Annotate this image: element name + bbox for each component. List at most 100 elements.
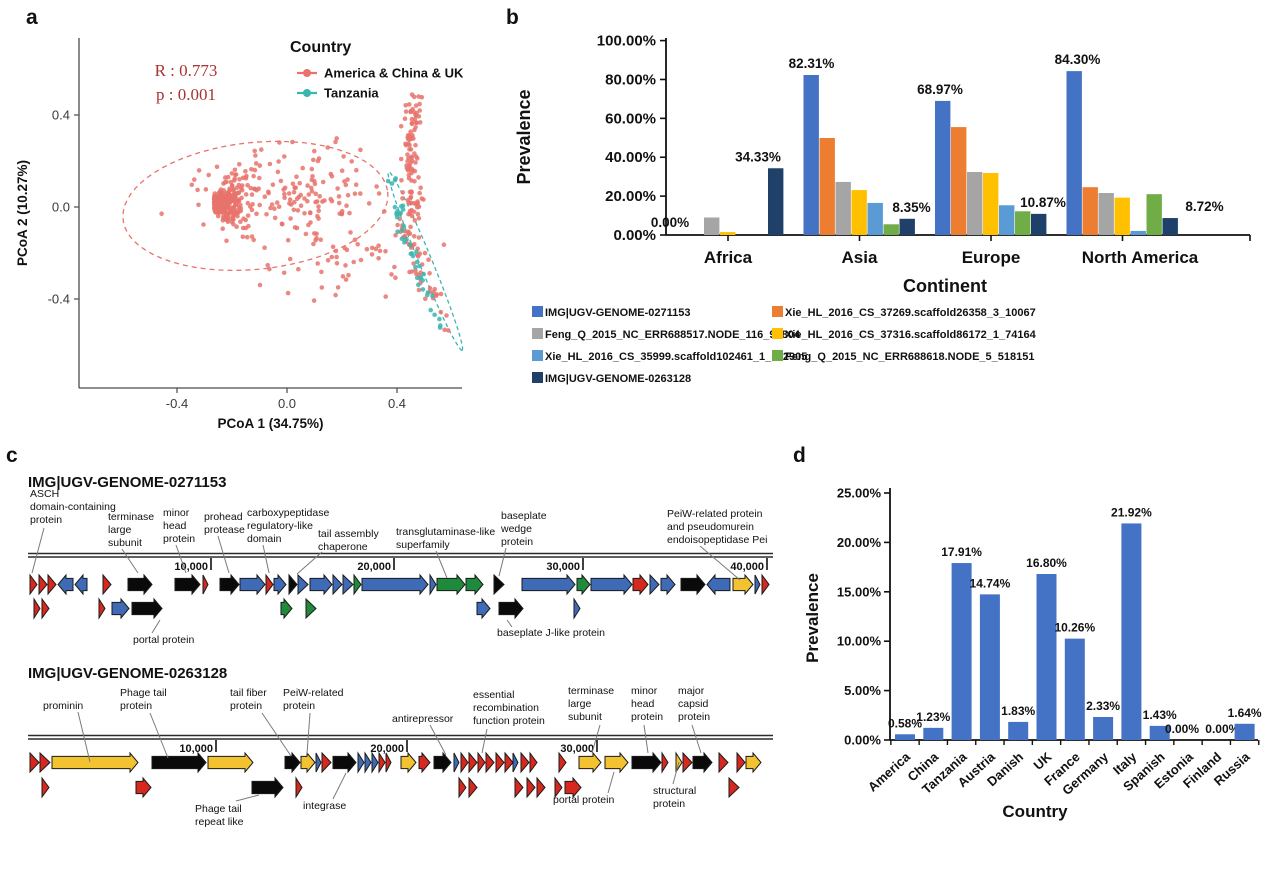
data-point [411,261,416,266]
data-point [318,237,324,242]
gene-arrow [361,573,429,596]
bar-series [720,172,1130,235]
gene-label: chaperone [318,541,368,553]
data-point [409,154,415,160]
data-point [296,266,301,272]
label-pointer-line [481,728,488,754]
y-tick-label: 0.0 [52,200,70,215]
gene-arrow [295,776,303,799]
gene-arrow [371,751,379,774]
gene-label: protein [163,533,195,545]
gene-label: protein [30,514,62,526]
data-point [383,294,389,299]
value-label: 84.30% [1055,52,1101,67]
data-point [257,163,263,168]
data-point [426,257,431,263]
genome-track: IMG|UGV-GENOME-0263128 10,000 20,000 30,000… [28,665,773,828]
gene-label: large [108,524,132,536]
label-pointer-line [217,535,230,574]
category-label: Asia [842,248,878,267]
data-point [416,114,422,119]
gene-label: PeiW-related [283,687,344,699]
gene-label: structural [653,785,696,797]
bar [895,734,915,740]
data-point [340,274,346,279]
gene-label: protein [501,536,533,548]
data-point [418,185,424,191]
gene-arrow [736,751,746,774]
gene-arrow [536,776,546,799]
data-point [223,214,228,219]
gene-arrow [453,752,460,773]
gene-arrow [493,573,505,596]
data-point [236,209,241,215]
data-point [413,268,418,273]
data-point [401,223,407,229]
gene-arrow [357,751,365,774]
data-point [312,148,317,154]
data-point [211,197,217,202]
gene-label: repeat like [195,816,244,828]
data-point [287,256,293,262]
gene-label: major [678,685,705,697]
scale-tick-label: 20,000 [370,743,404,755]
data-point [392,204,398,210]
data-point [240,234,246,240]
data-point [405,168,411,173]
label-pointer-line [691,724,702,754]
data-point [400,190,406,195]
gene-label: tail assembly [318,528,379,540]
gene-arrow [400,751,417,774]
bar [768,168,784,235]
gene-arrow [342,573,354,596]
data-point [244,234,250,240]
gene-arrow [520,751,530,774]
data-point [227,186,232,192]
data-point [393,275,398,281]
value-label: 21.92% [1111,505,1152,519]
gene-arrow [761,573,770,596]
data-point [325,145,331,150]
data-point [406,141,411,147]
data-point [408,134,414,140]
data-point [393,176,399,181]
data-point [413,264,418,270]
data-point [288,216,293,221]
data-point [311,157,316,163]
gene-arrow [476,597,491,620]
category-label: Africa [704,248,753,267]
bar [1146,194,1162,235]
gene-label: regulatory-like [247,520,313,532]
data-point [225,174,231,180]
gene-label: wedge [500,523,532,535]
data-point [414,110,419,116]
gene-arrow [47,573,57,596]
data-point [231,187,236,192]
label-pointer-line [121,548,139,574]
data-point [376,255,381,261]
bar [819,137,835,235]
data-point [252,167,258,173]
data-point [265,262,271,268]
data-point [417,101,422,107]
data-point [445,328,451,333]
data-point [406,172,412,178]
gene-arrow [309,573,333,596]
data-point [402,240,407,245]
data-point [413,154,419,159]
gene-arrow [433,751,452,774]
data-point [223,205,228,210]
bar [1162,218,1178,235]
data-point [254,187,259,193]
value-label: 1.43% [1143,708,1177,722]
y-tick-label: 20.00% [837,535,882,550]
data-point [201,222,206,227]
gene-label: and pseudomurein [667,521,754,533]
data-point [416,216,422,221]
data-point [252,148,257,154]
data-point [419,196,425,201]
data-point [189,182,195,188]
label-pointer-line [699,545,741,581]
legend-item-label: Feng_Q_2015_NC_ERR688517.NODE_116_97804 [545,329,801,341]
gene-arrow [554,776,563,799]
